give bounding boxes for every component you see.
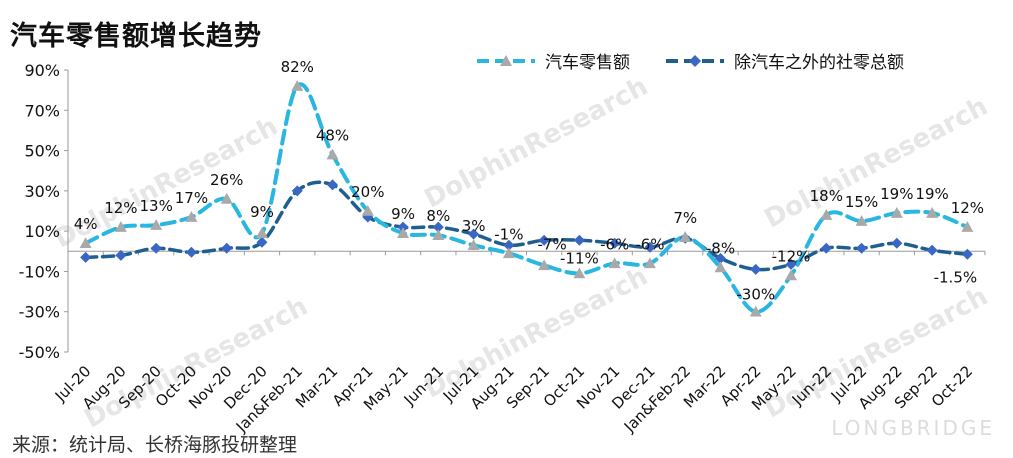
data-point-non-auto [397,221,409,233]
data-label-auto: 12% [104,199,137,217]
data-label-auto: 19% [915,185,948,203]
data-point-non-auto [327,179,339,191]
data-label-auto: 82% [281,58,314,76]
data-label-auto: 9% [391,205,415,223]
data-point-auto [326,148,339,160]
data-point-auto [608,257,621,269]
watermark-text: DolphinResearch [80,291,313,434]
data-label-auto: 18% [810,187,843,205]
data-point-non-auto [538,234,550,246]
data-point-auto [890,207,903,218]
data-point-auto [432,229,445,240]
data-point-auto [714,261,727,273]
data-label-auto: 8% [426,207,450,225]
legend-item-series1: 汽车零售额 [475,48,630,73]
data-point-auto [855,215,868,226]
data-label-auto: 12% [951,199,984,217]
data-point-auto [220,192,233,204]
data-point-non-auto [432,221,444,233]
data-point-auto [291,80,304,91]
data-point-non-auto [961,248,973,260]
data-point-auto [749,305,762,317]
data-point-non-auto [185,246,197,258]
data-point-auto [255,227,268,238]
y-tick-label: 90% [24,61,60,80]
data-point-auto [785,269,798,281]
legend-swatch-series1 [477,54,535,66]
data-point-auto [185,211,198,222]
data-point-auto [79,237,92,249]
data-point-auto [361,205,374,216]
y-tick-label: 70% [24,101,60,120]
data-point-non-auto [80,251,92,263]
data-point-non-auto [150,242,162,254]
data-point-non-auto [256,236,268,248]
data-label-auto: 20% [351,183,384,201]
legend: 汽车零售额 除汽车之外的社零总额 [475,48,904,73]
data-label-auto: 19% [880,185,913,203]
data-point-non-auto [750,263,762,275]
data-point-non-auto [468,228,480,240]
y-tick-label: 10% [24,222,60,241]
legend-label-series2: 除汽车之外的社零总额 [734,53,904,73]
y-tick-label: -10% [19,262,60,281]
data-label-auto: -12% [772,247,811,265]
data-point-non-auto [820,242,832,254]
data-label-auto: -6% [635,235,664,253]
data-label-auto: 3% [462,217,486,235]
data-label-auto: 15% [845,193,878,211]
data-point-non-auto [926,244,938,256]
data-point-auto [150,219,163,230]
watermark-text: DolphinResearch [420,71,653,214]
source-note: 来源：统计局、长桥海豚投研整理 [12,434,298,456]
data-label-auto: -7% [538,235,567,253]
y-tick-label: 50% [24,142,60,161]
brand-watermark: LONGBRIDGE [831,416,995,440]
data-point-auto [961,221,974,232]
data-label-auto: -30% [736,286,775,304]
data-point-auto [467,239,480,251]
data-label-auto: -8% [706,239,735,257]
y-tick-label: -50% [19,343,60,362]
chart-title: 汽车零售额增长趋势 [10,21,262,52]
data-point-auto [502,247,515,259]
data-label-auto: 17% [175,189,208,207]
data-point-non-auto [573,234,585,246]
data-point-auto [397,227,410,238]
data-point-auto [926,207,939,218]
data-label-auto: 9% [250,203,274,221]
data-label-auto: 7% [673,209,697,227]
data-point-non-auto [291,185,303,197]
data-point-non-auto [891,237,903,249]
data-point-non-auto [221,242,233,254]
data-label-auto: 26% [210,171,243,189]
data-point-auto [573,267,586,279]
data-point-non-auto [609,237,621,249]
data-point-non-auto [503,239,515,251]
data-point-auto [114,221,127,232]
data-point-non-auto [115,249,127,261]
y-tick-label: 30% [24,182,60,201]
data-point-non-auto [644,241,656,253]
data-label-auto: -11% [560,249,599,267]
data-point-non-auto [856,242,868,254]
data-label-auto: 48% [316,127,349,145]
data-label-auto: 4% [74,215,98,233]
data-point-auto [820,209,833,220]
legend-label-series1: 汽车零售额 [545,53,630,73]
legend-swatch-series2 [666,54,724,67]
data-point-non-auto [714,252,726,264]
data-point-auto [679,231,692,242]
data-point-auto [538,259,551,271]
y-tick-label: -30% [19,303,60,322]
data-label-auto: -1% [494,225,523,243]
data-point-non-auto [785,258,797,270]
data-point-auto [643,257,656,269]
data-label-auto: -6% [600,235,629,253]
data-label-non-auto: -1.5% [934,268,978,286]
data-label-auto: 13% [140,197,173,215]
legend-item-series2: 除汽车之外的社零总额 [664,48,904,73]
